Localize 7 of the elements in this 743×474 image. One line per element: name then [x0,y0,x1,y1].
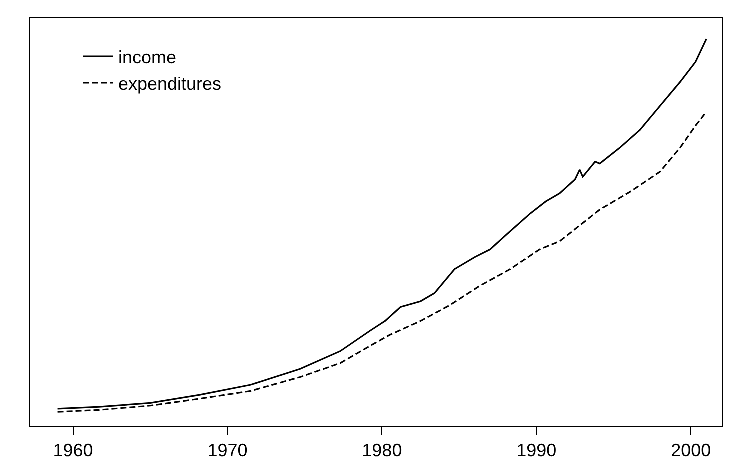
x-tick-label: 1980 [362,440,402,461]
x-tick-label: 2000 [671,440,712,461]
x-tick-label: 1970 [208,440,248,461]
legend-label: expenditures [118,74,222,94]
x-tick-label: 1960 [53,440,94,461]
legend-label: income [118,48,176,68]
x-tick-label: 1990 [516,440,557,461]
